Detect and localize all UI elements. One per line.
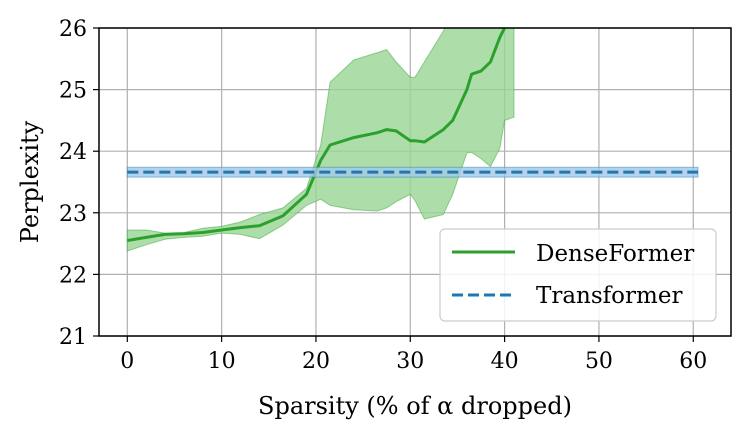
x-tick-label: 20 bbox=[302, 349, 330, 374]
y-tick-label: 22 bbox=[59, 263, 87, 288]
y-tick-label: 23 bbox=[59, 202, 87, 227]
ticks: 0 10 20 30 40 50 60 21 22 23 24 25 26 bbox=[59, 17, 707, 374]
plot-frame bbox=[98, 27, 732, 337]
legend-label-denseformer: DenseFormer bbox=[536, 241, 694, 267]
y-tick-label: 21 bbox=[59, 325, 87, 350]
series-layer bbox=[126, 28, 699, 252]
y-tick-label: 25 bbox=[59, 79, 87, 104]
x-tick-label: 30 bbox=[396, 349, 424, 374]
y-tick-label: 26 bbox=[59, 17, 87, 42]
x-tick-label: 50 bbox=[585, 349, 613, 374]
y-axis-label: Perplexity bbox=[16, 120, 44, 243]
x-tick-label: 60 bbox=[679, 349, 707, 374]
x-axis-label: Sparsity (% of α dropped) bbox=[258, 392, 572, 420]
x-tick-label: 40 bbox=[491, 349, 519, 374]
denseformer-line bbox=[127, 28, 507, 242]
x-tick-label: 10 bbox=[208, 349, 236, 374]
transformer-confidence-band bbox=[126, 166, 699, 178]
y-tick-label: 24 bbox=[59, 140, 87, 165]
x-tick-label: 0 bbox=[120, 349, 134, 374]
legend: DenseFormer Transformer bbox=[439, 228, 717, 322]
legend-label-transformer: Transformer bbox=[536, 283, 682, 309]
